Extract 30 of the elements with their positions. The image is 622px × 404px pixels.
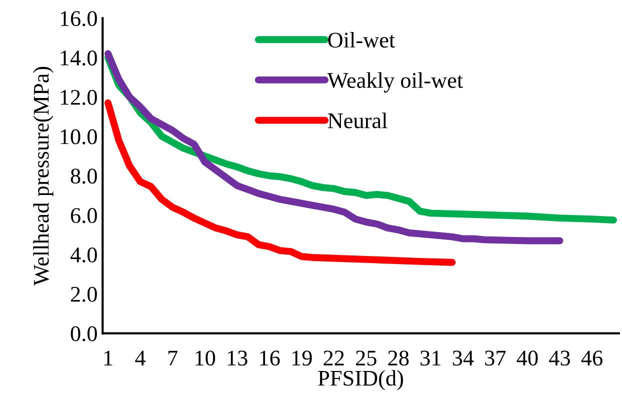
- x-tick-label: 10: [196, 350, 216, 366]
- legend-label: Weakly oil-wet: [327, 72, 463, 93]
- x-tick-label: 22: [324, 350, 344, 366]
- x-tick-label: 16: [260, 350, 280, 366]
- x-tick-label: 46: [581, 350, 602, 366]
- x-tick-label: 4: [135, 350, 146, 366]
- y-tick-label: 12.0: [60, 90, 97, 105]
- x-tick-label: 25: [356, 350, 376, 366]
- x-tick-label: 28: [388, 350, 409, 366]
- y-tick-label: 16.0: [60, 11, 97, 26]
- y-tick-label: 14.0: [60, 50, 97, 66]
- y-tick-label: 6.0: [70, 208, 97, 224]
- x-tick-label: 7: [168, 350, 178, 366]
- x-tick-label: 34: [452, 350, 474, 366]
- x-tick-label: 43: [549, 350, 570, 366]
- x-tick-label: 1: [104, 350, 112, 366]
- legend-label: Oil-wet: [328, 32, 396, 48]
- x-tick-label: 13: [228, 350, 248, 366]
- y-tick-label: 2.0: [70, 286, 97, 302]
- x-tick-label: 31: [420, 350, 440, 366]
- y-axis-title: Wellhead pressure(MPa): [33, 66, 54, 286]
- x-axis-title: PFSID(d): [318, 370, 404, 390]
- y-tick-label: 10.0: [60, 129, 97, 144]
- x-tick-label: 37: [485, 350, 506, 366]
- legend-label: Neural: [328, 112, 388, 128]
- x-tick-label: 40: [516, 350, 538, 366]
- x-tick-label: 19: [292, 350, 312, 366]
- y-tick-label: 0.0: [70, 326, 97, 342]
- y-tick-label: 8.0: [70, 168, 97, 184]
- y-tick-label: 4.0: [70, 247, 97, 263]
